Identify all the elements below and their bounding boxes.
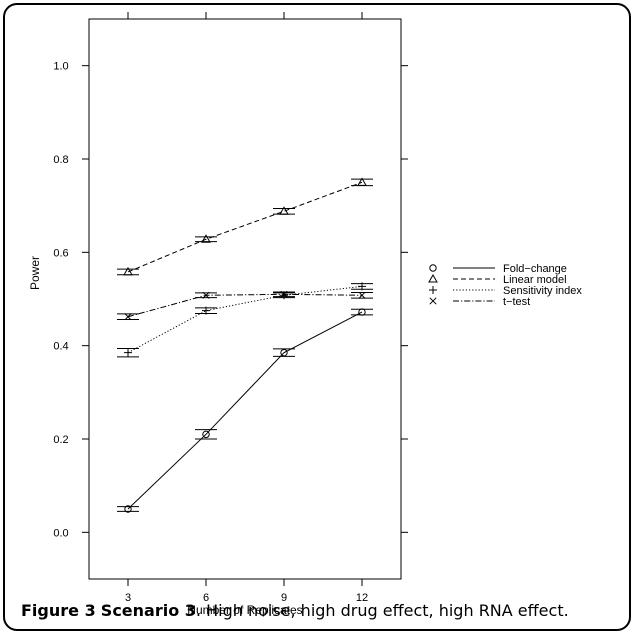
x-tick-label: 12: [356, 592, 368, 604]
y-tick-label: 0.8: [53, 154, 68, 166]
figure-caption: Figure 3 Scenario 3. High noise, high dr…: [21, 601, 629, 620]
marker-triangle: [357, 177, 367, 186]
marker-plus: [124, 348, 132, 357]
marker-triangle: [428, 273, 438, 283]
x-tick-label: 6: [203, 592, 209, 604]
caption-title: Scenario 3: [100, 601, 196, 620]
caption-label: Figure 3: [21, 601, 96, 620]
legend-label: Sensitivity index: [503, 285, 582, 297]
y-tick-label: 1.0: [53, 61, 68, 73]
marker-plus: [358, 282, 366, 291]
series-group: [117, 177, 373, 513]
marker-cross: [429, 297, 437, 305]
marker-cross: [358, 291, 366, 299]
marker-circle: [124, 505, 132, 513]
marker-triangle: [123, 266, 133, 276]
marker-triangle: [279, 206, 289, 215]
marker-cross: [124, 313, 132, 321]
marker-plus: [202, 306, 210, 315]
caption-text: . High noise, high drug effect, high RNA…: [195, 601, 569, 620]
legend-label: Fold−change: [503, 263, 567, 275]
series-sensitivity-index: [117, 282, 373, 358]
x-tick-label: 3: [125, 592, 131, 604]
marker-cross: [202, 291, 210, 299]
marker-circle: [429, 264, 437, 272]
legend-label: Linear model: [503, 274, 567, 286]
marker-triangle: [201, 234, 211, 243]
power-chart: 0.0 0.2 0.4 0.6 0.8 1.0 3 6 9 12 Number of Replic…: [28, 12, 582, 617]
axes: 0.0 0.2 0.4 0.6 0.8 1.0 3 6 9 12: [53, 12, 408, 604]
series-line: [127, 181, 363, 273]
x-tick-label: 9: [281, 592, 287, 604]
marker-cross: [280, 290, 288, 298]
y-tick-label: 0.2: [53, 434, 68, 446]
series-fold-change: [117, 308, 373, 513]
series-t-test: [117, 290, 373, 321]
y-tick-label: 0.6: [53, 247, 68, 259]
marker-plus: [280, 291, 288, 300]
x-axis-label: Number of Replicates: [187, 603, 302, 617]
series-linear-model: [117, 177, 373, 276]
y-axis-label: Power: [28, 256, 42, 290]
plot-area: [88, 18, 402, 580]
marker-circle: [202, 430, 210, 439]
series-line: [127, 293, 363, 318]
y-tick-label: 0.4: [53, 341, 68, 353]
figure-frame: 0.0 0.2 0.4 0.6 0.8 1.0 3 6 9 12 Number of Replic…: [3, 3, 631, 631]
marker-plus: [429, 286, 437, 294]
marker-circle: [280, 348, 288, 357]
legend-label: t−test: [503, 296, 530, 308]
series-line: [127, 285, 363, 354]
y-tick-label: 0.0: [53, 527, 68, 539]
series-line: [127, 311, 363, 510]
marker-circle: [358, 308, 366, 316]
